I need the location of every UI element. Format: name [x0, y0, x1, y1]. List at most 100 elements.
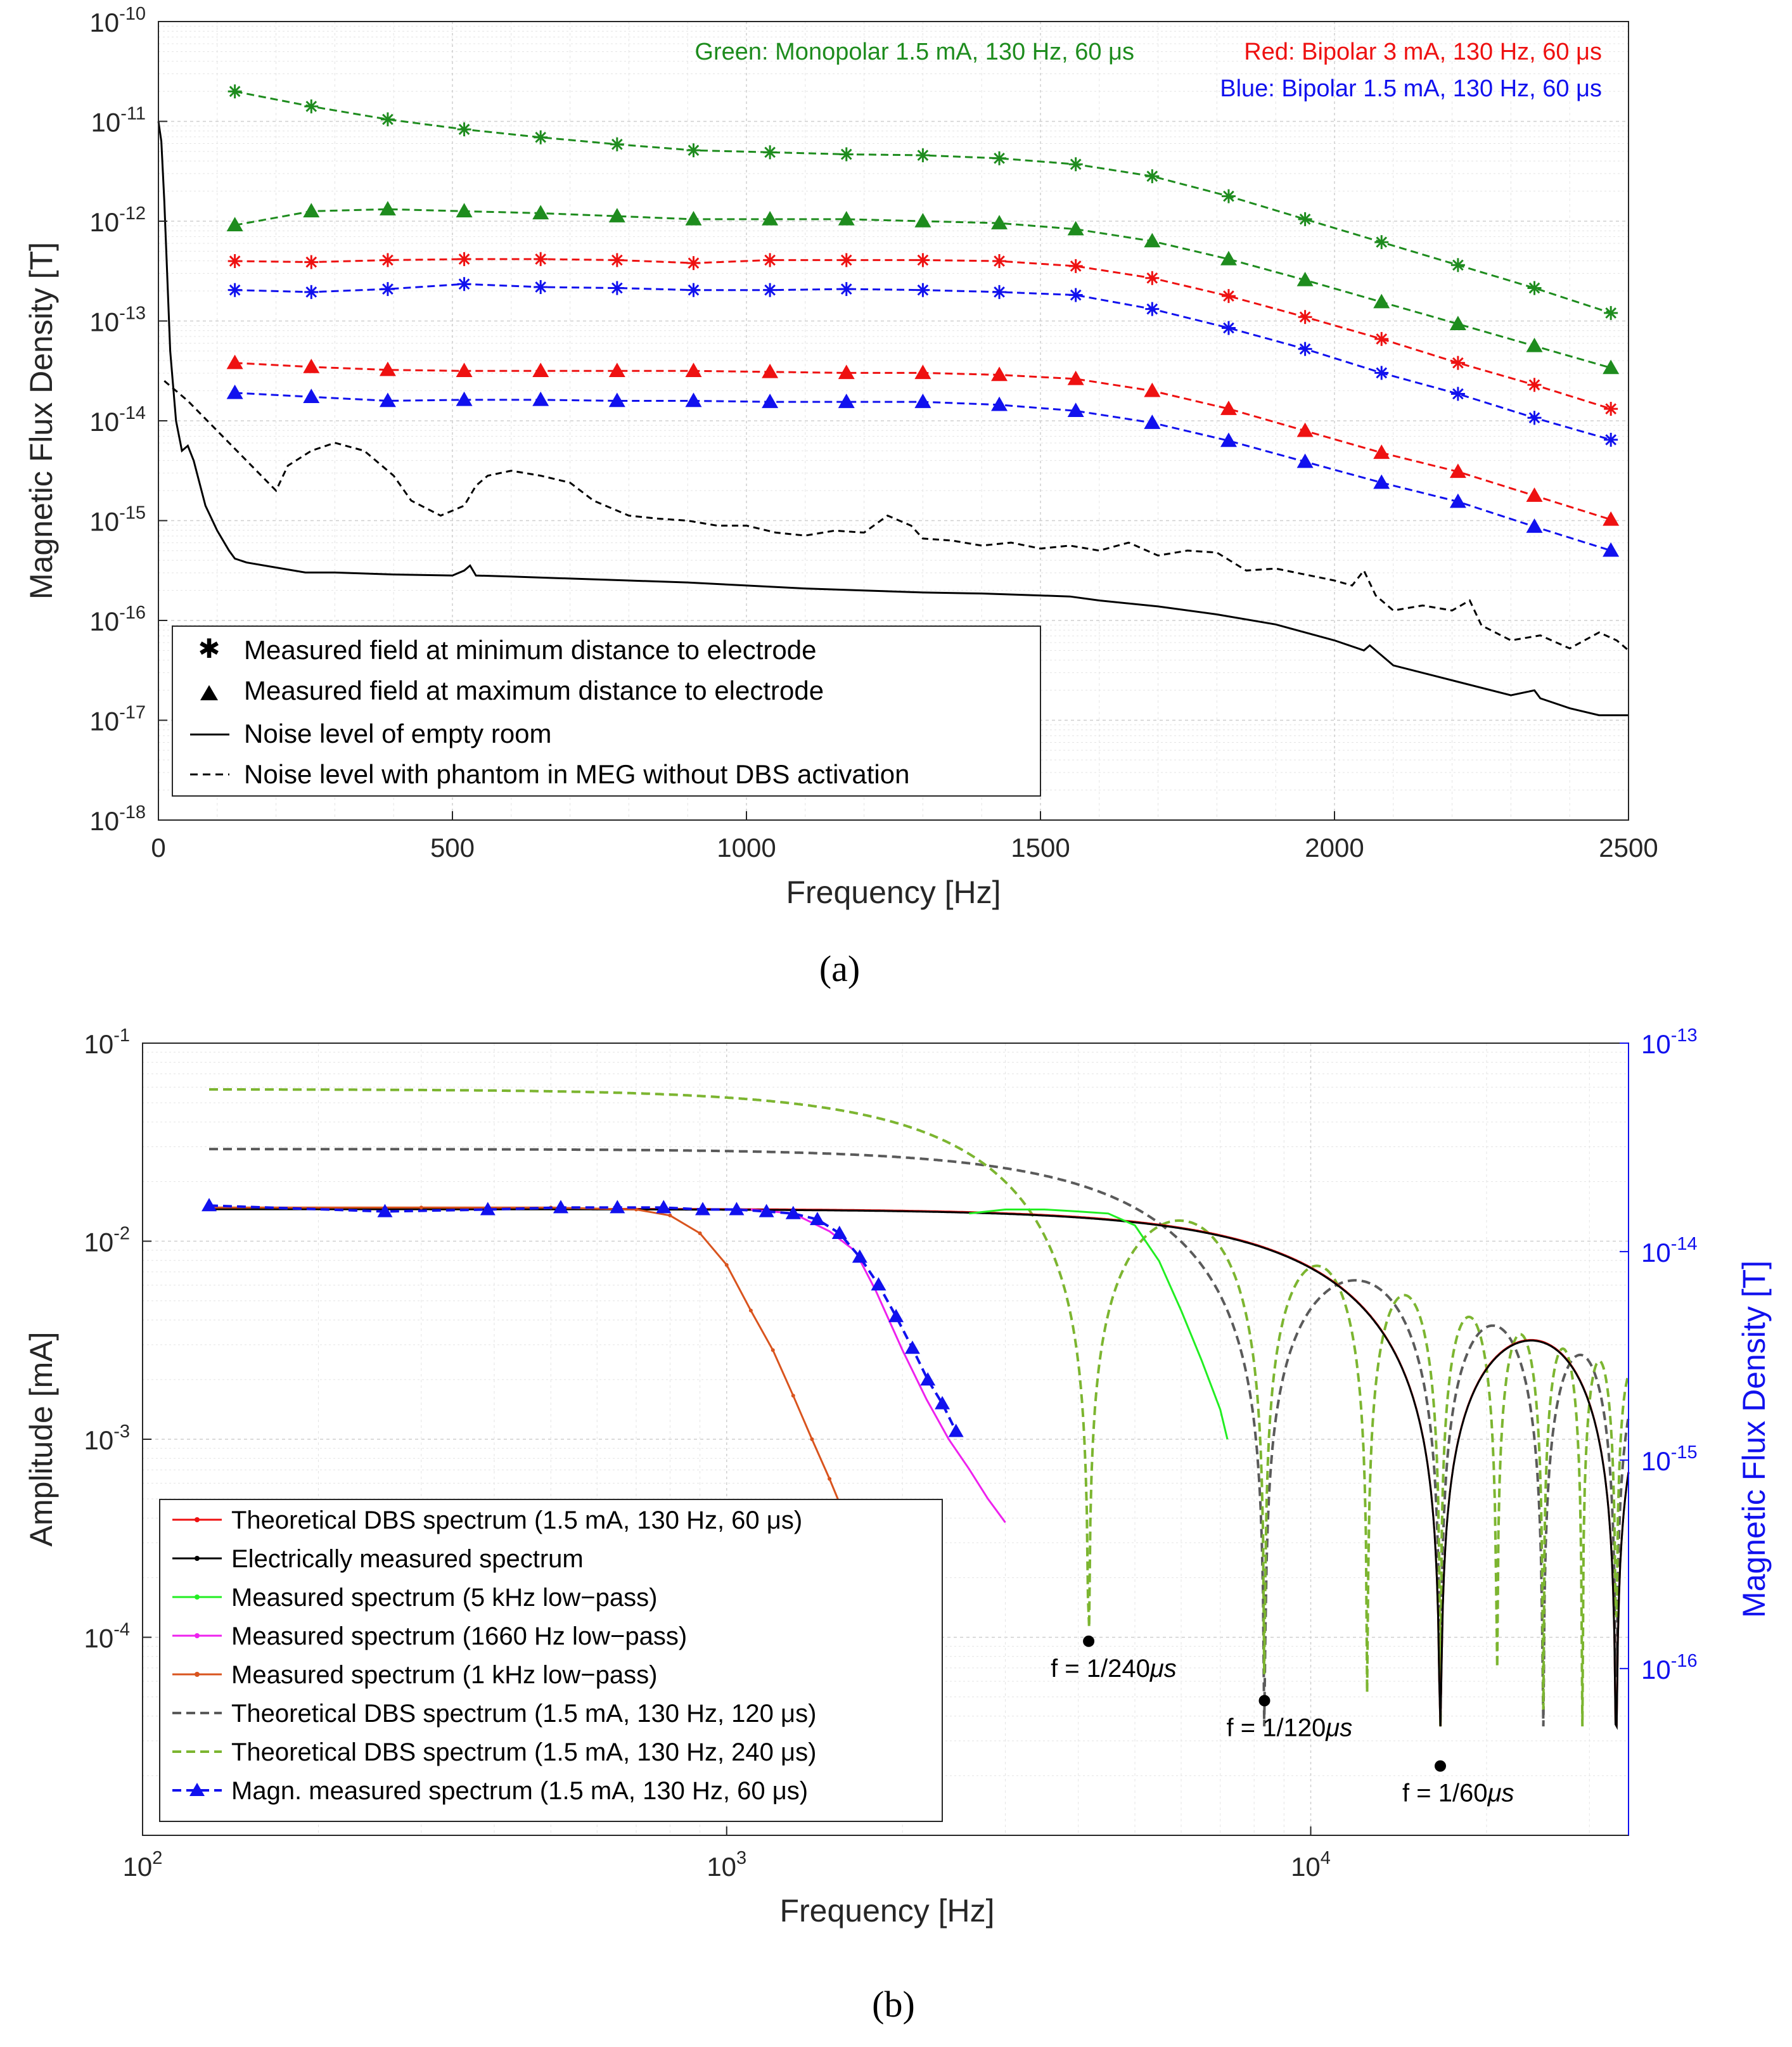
y-tick-label: 10-4 [84, 1620, 130, 1653]
data-point-star [457, 252, 471, 266]
data-point-triangle [1449, 493, 1466, 508]
data-point-star [992, 151, 1007, 165]
data-point-star-stroke [764, 254, 776, 266]
series-line [969, 1209, 1229, 1440]
data-point-star-stroke [1376, 333, 1388, 345]
y-tick-label-exponent: -10 [119, 4, 146, 24]
data-point-star [686, 283, 701, 297]
data-point-dot [698, 1231, 702, 1235]
data-point-star [1450, 387, 1465, 401]
data-point-triangle [379, 392, 396, 407]
y-tick-label-exponent: -13 [119, 304, 146, 324]
data-point-triangle [914, 213, 931, 228]
y-tick-label-exponent: -2 [113, 1224, 130, 1244]
data-point-star [992, 254, 1007, 268]
data-point-dot [810, 1437, 814, 1441]
data-point-dot [828, 1477, 832, 1481]
series-group [226, 384, 1620, 557]
data-point-star-stroke [1605, 434, 1616, 446]
data-point-star-stroke [229, 86, 241, 98]
data-point-triangle [694, 1202, 710, 1216]
y-tick-label: 10-12 [89, 203, 146, 237]
y-tick-label: 10-16 [89, 603, 146, 636]
data-point-star-stroke [1223, 290, 1234, 302]
data-point-star [1298, 342, 1312, 356]
panel-b-caption: (b) [872, 1984, 915, 2025]
y-tick-label-base: 10 [89, 606, 119, 636]
data-point-triangle [226, 217, 243, 232]
annotation-label-unit: μs [1487, 1780, 1514, 1807]
data-point-star-stroke [1299, 311, 1311, 323]
y-tick-label: 10-13 [89, 304, 146, 337]
data-point-triangle [838, 394, 855, 408]
legend-entry-5khz: Measured spectrum (5 kHz low−pass) [231, 1584, 657, 1612]
x-tick-label: 500 [430, 833, 475, 863]
data-point-star-stroke [1376, 367, 1388, 379]
panel-b-ticks: 102 103 10410-110-210-310-410-1310-1410-15… [84, 1025, 1697, 1882]
legend-entry-1660hz: Measured spectrum (1660 Hz low−pass) [231, 1622, 687, 1650]
data-point-triangle [1296, 453, 1314, 468]
data-point-triangle [685, 392, 702, 407]
legend-triangle-marker-icon [200, 685, 218, 700]
data-point-triangle [202, 1198, 217, 1212]
data-point-triangle [608, 208, 625, 222]
panel-b-y2-axis-label: Magnetic Flux Density [T] [1736, 1261, 1772, 1618]
data-point-star-stroke [1299, 343, 1311, 355]
data-point-star-stroke [1146, 272, 1158, 284]
y-tick-label-base: 10 [89, 407, 119, 437]
data-point-star [763, 253, 778, 267]
data-point-triangle [226, 354, 243, 369]
panel-b-legend-icons [172, 1517, 222, 1796]
data-point-triangle [914, 364, 931, 380]
data-point-triangle [1144, 382, 1161, 397]
data-point-dot [748, 1308, 753, 1312]
y-tick-label-base: 10 [91, 108, 121, 138]
data-point-triangle [608, 363, 625, 377]
x-tick-label-exponent: 2 [152, 1848, 162, 1868]
data-point-star-stroke [840, 148, 852, 160]
y-tick-label-exponent: -16 [119, 603, 146, 623]
series-group [227, 277, 1618, 447]
data-point-star-stroke [535, 253, 547, 265]
data-point-star [686, 256, 701, 271]
panel-a-annotation-blue: Blue: Bipolar 1.5 mA, 130 Hz, 60 μs [1220, 75, 1602, 102]
data-point-star-stroke [229, 284, 241, 296]
panel-a-legend: ✱ Measured field at minimum distance to … [172, 626, 1041, 797]
panel-a-x-axis-label: Frequency [Hz] [786, 875, 1001, 910]
data-point-dot [419, 1205, 423, 1210]
data-point-star [1145, 271, 1160, 285]
x-tick-label: 1500 [1011, 833, 1070, 863]
data-point-triangle [379, 201, 396, 215]
data-point-star [380, 282, 395, 297]
data-point-star [534, 252, 548, 266]
data-point-triangle [532, 205, 549, 220]
data-point-star [1604, 402, 1618, 416]
data-point-triangle [1373, 444, 1390, 459]
y-tick-label: 10-14 [89, 403, 146, 437]
data-point-dot [724, 1263, 729, 1267]
data-point-star-stroke [1223, 190, 1234, 202]
noise-line [163, 380, 1629, 651]
y-tick-label: 10-15 [89, 503, 146, 537]
data-point-star [380, 253, 395, 267]
annotation-label: f = 1/120μs [1227, 1714, 1353, 1742]
data-point-star [1374, 366, 1389, 380]
data-point-star-stroke [305, 286, 317, 298]
data-point-triangle [914, 394, 931, 408]
data-point-triangle [935, 1396, 950, 1409]
x-tick-label: 1000 [717, 833, 776, 863]
series-group [226, 354, 1620, 526]
y-tick-label-base: 10 [89, 207, 119, 237]
data-point-triangle [762, 394, 779, 408]
data-point-star-stroke [1376, 236, 1388, 248]
data-point-star [1068, 288, 1083, 302]
y-tick-label-exponent: -15 [119, 503, 146, 523]
data-point-triangle [838, 210, 855, 226]
data-point-triangle [1067, 221, 1084, 236]
data-point-star-stroke [1070, 289, 1082, 301]
y-tick-label-exponent: -4 [113, 1620, 130, 1640]
series-group [202, 1198, 964, 1437]
x-tick-label-base: 10 [123, 1852, 153, 1882]
data-point-star-stroke [382, 254, 394, 266]
